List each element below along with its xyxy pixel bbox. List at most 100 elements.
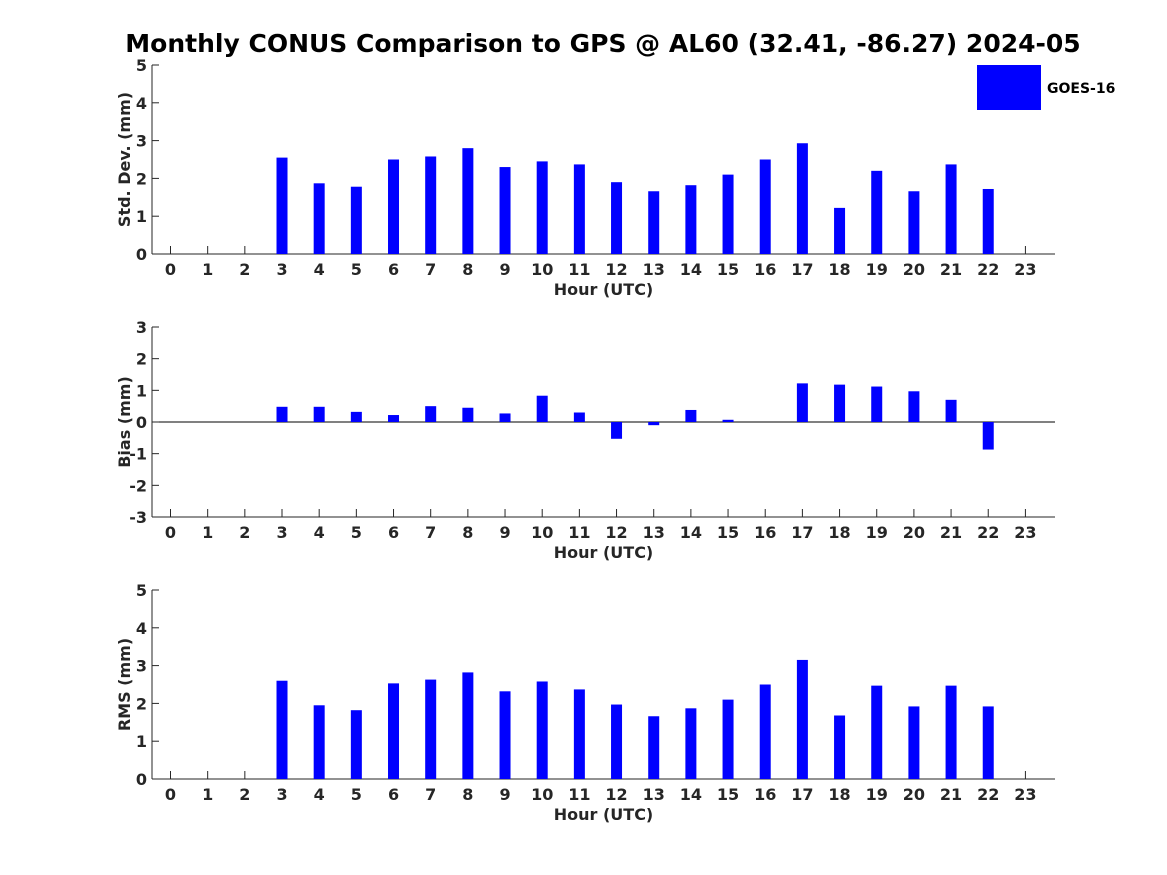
x-tick-label: 9: [499, 785, 510, 804]
bar-hour-5: [350, 710, 362, 779]
x-tick-label: 19: [866, 523, 888, 542]
x-tick-label: 18: [828, 785, 850, 804]
bar-hour-14: [685, 708, 697, 779]
bar-hour-3: [276, 406, 288, 422]
bar-hour-4: [313, 705, 325, 779]
bar-hour-3: [276, 157, 288, 254]
x-tick-label: 18: [828, 523, 850, 542]
bar-hour-20: [908, 391, 920, 422]
x-tick-label: 11: [568, 785, 590, 804]
x-tick-label: 3: [276, 523, 287, 542]
y-tick-label: 3: [136, 318, 147, 337]
x-tick-label: 16: [754, 260, 776, 279]
bar-hour-11: [573, 689, 585, 779]
x-tick-label: 11: [568, 523, 590, 542]
bar-hour-8: [462, 148, 474, 254]
bar-hour-15: [722, 174, 734, 254]
x-tick-label: 0: [165, 523, 176, 542]
bar-hour-20: [908, 706, 920, 779]
bar-hour-22: [982, 422, 994, 450]
x-tick-label: 6: [388, 523, 399, 542]
y-tick-label: 2: [136, 694, 147, 713]
bar-hour-19: [871, 386, 883, 422]
x-tick-label: 20: [903, 523, 925, 542]
bar-hour-4: [313, 183, 325, 254]
x-tick-label: 21: [940, 523, 962, 542]
bar-hour-17: [796, 659, 808, 779]
x-tick-label: 12: [605, 260, 627, 279]
x-tick-label: 18: [828, 260, 850, 279]
x-axis-label: Hour (UTC): [554, 805, 654, 824]
bar-hour-21: [945, 685, 957, 779]
x-tick-label: 1: [202, 260, 213, 279]
y-tick-label: 3: [136, 657, 147, 676]
x-tick-label: 4: [314, 523, 325, 542]
bar-hour-18: [834, 207, 846, 254]
bar-hour-20: [908, 191, 920, 254]
y-tick-label: -2: [129, 476, 147, 495]
bar-hour-8: [462, 672, 474, 779]
x-tick-label: 12: [605, 523, 627, 542]
y-tick-label: 0: [136, 413, 147, 432]
x-axis-label: Hour (UTC): [554, 280, 654, 299]
y-tick-label: -3: [129, 508, 147, 527]
x-tick-label: 8: [462, 523, 473, 542]
bar-hour-21: [945, 164, 957, 254]
x-tick-label: 20: [903, 260, 925, 279]
x-tick-label: 19: [866, 260, 888, 279]
bar-hour-6: [388, 159, 400, 254]
x-tick-label: 17: [791, 785, 813, 804]
bar-hour-14: [685, 185, 697, 254]
bar-hour-5: [350, 186, 362, 254]
x-tick-label: 2: [239, 523, 250, 542]
y-tick-label: 5: [136, 56, 147, 75]
x-tick-label: 3: [276, 260, 287, 279]
y-axis-label: RMS (mm): [115, 638, 134, 731]
bar-hour-14: [685, 409, 697, 422]
x-tick-label: 15: [717, 523, 739, 542]
x-tick-label: 13: [643, 785, 665, 804]
y-axis-label: Bias (mm): [115, 376, 134, 468]
y-tick-label: 2: [136, 169, 147, 188]
x-tick-label: 20: [903, 785, 925, 804]
x-tick-label: 15: [717, 785, 739, 804]
x-tick-label: 7: [425, 260, 436, 279]
y-tick-label: 0: [136, 245, 147, 264]
bar-hour-12: [611, 182, 623, 254]
x-tick-label: 1: [202, 523, 213, 542]
x-tick-label: 22: [977, 785, 999, 804]
y-tick-label: 4: [136, 619, 147, 638]
x-tick-label: 16: [754, 523, 776, 542]
x-tick-label: 13: [643, 523, 665, 542]
bar-hour-4: [313, 406, 325, 422]
y-tick-label: 1: [136, 381, 147, 400]
bar-hour-15: [722, 419, 734, 422]
x-tick-label: 5: [351, 260, 362, 279]
x-tick-label: 10: [531, 523, 553, 542]
x-tick-label: 15: [717, 260, 739, 279]
x-tick-label: 17: [791, 260, 813, 279]
legend-label: GOES-16: [1047, 81, 1115, 97]
bar-hour-22: [982, 706, 994, 779]
y-tick-label: 1: [136, 732, 147, 751]
legend-swatch: [977, 65, 1041, 110]
bar-hour-10: [536, 681, 548, 779]
bar-hour-6: [388, 683, 400, 779]
x-tick-label: 12: [605, 785, 627, 804]
x-tick-label: 22: [977, 523, 999, 542]
x-tick-label: 17: [791, 523, 813, 542]
x-tick-label: 6: [388, 785, 399, 804]
x-tick-label: 21: [940, 785, 962, 804]
chart-title: Monthly CONUS Comparison to GPS @ AL60 (…: [125, 29, 1080, 58]
x-axis-label: Hour (UTC): [554, 543, 654, 562]
bar-hour-15: [722, 699, 734, 779]
bar-hour-13: [648, 191, 660, 254]
bar-hour-9: [499, 413, 511, 422]
bar-hour-22: [982, 188, 994, 254]
x-tick-label: 14: [680, 523, 702, 542]
x-tick-label: 19: [866, 785, 888, 804]
